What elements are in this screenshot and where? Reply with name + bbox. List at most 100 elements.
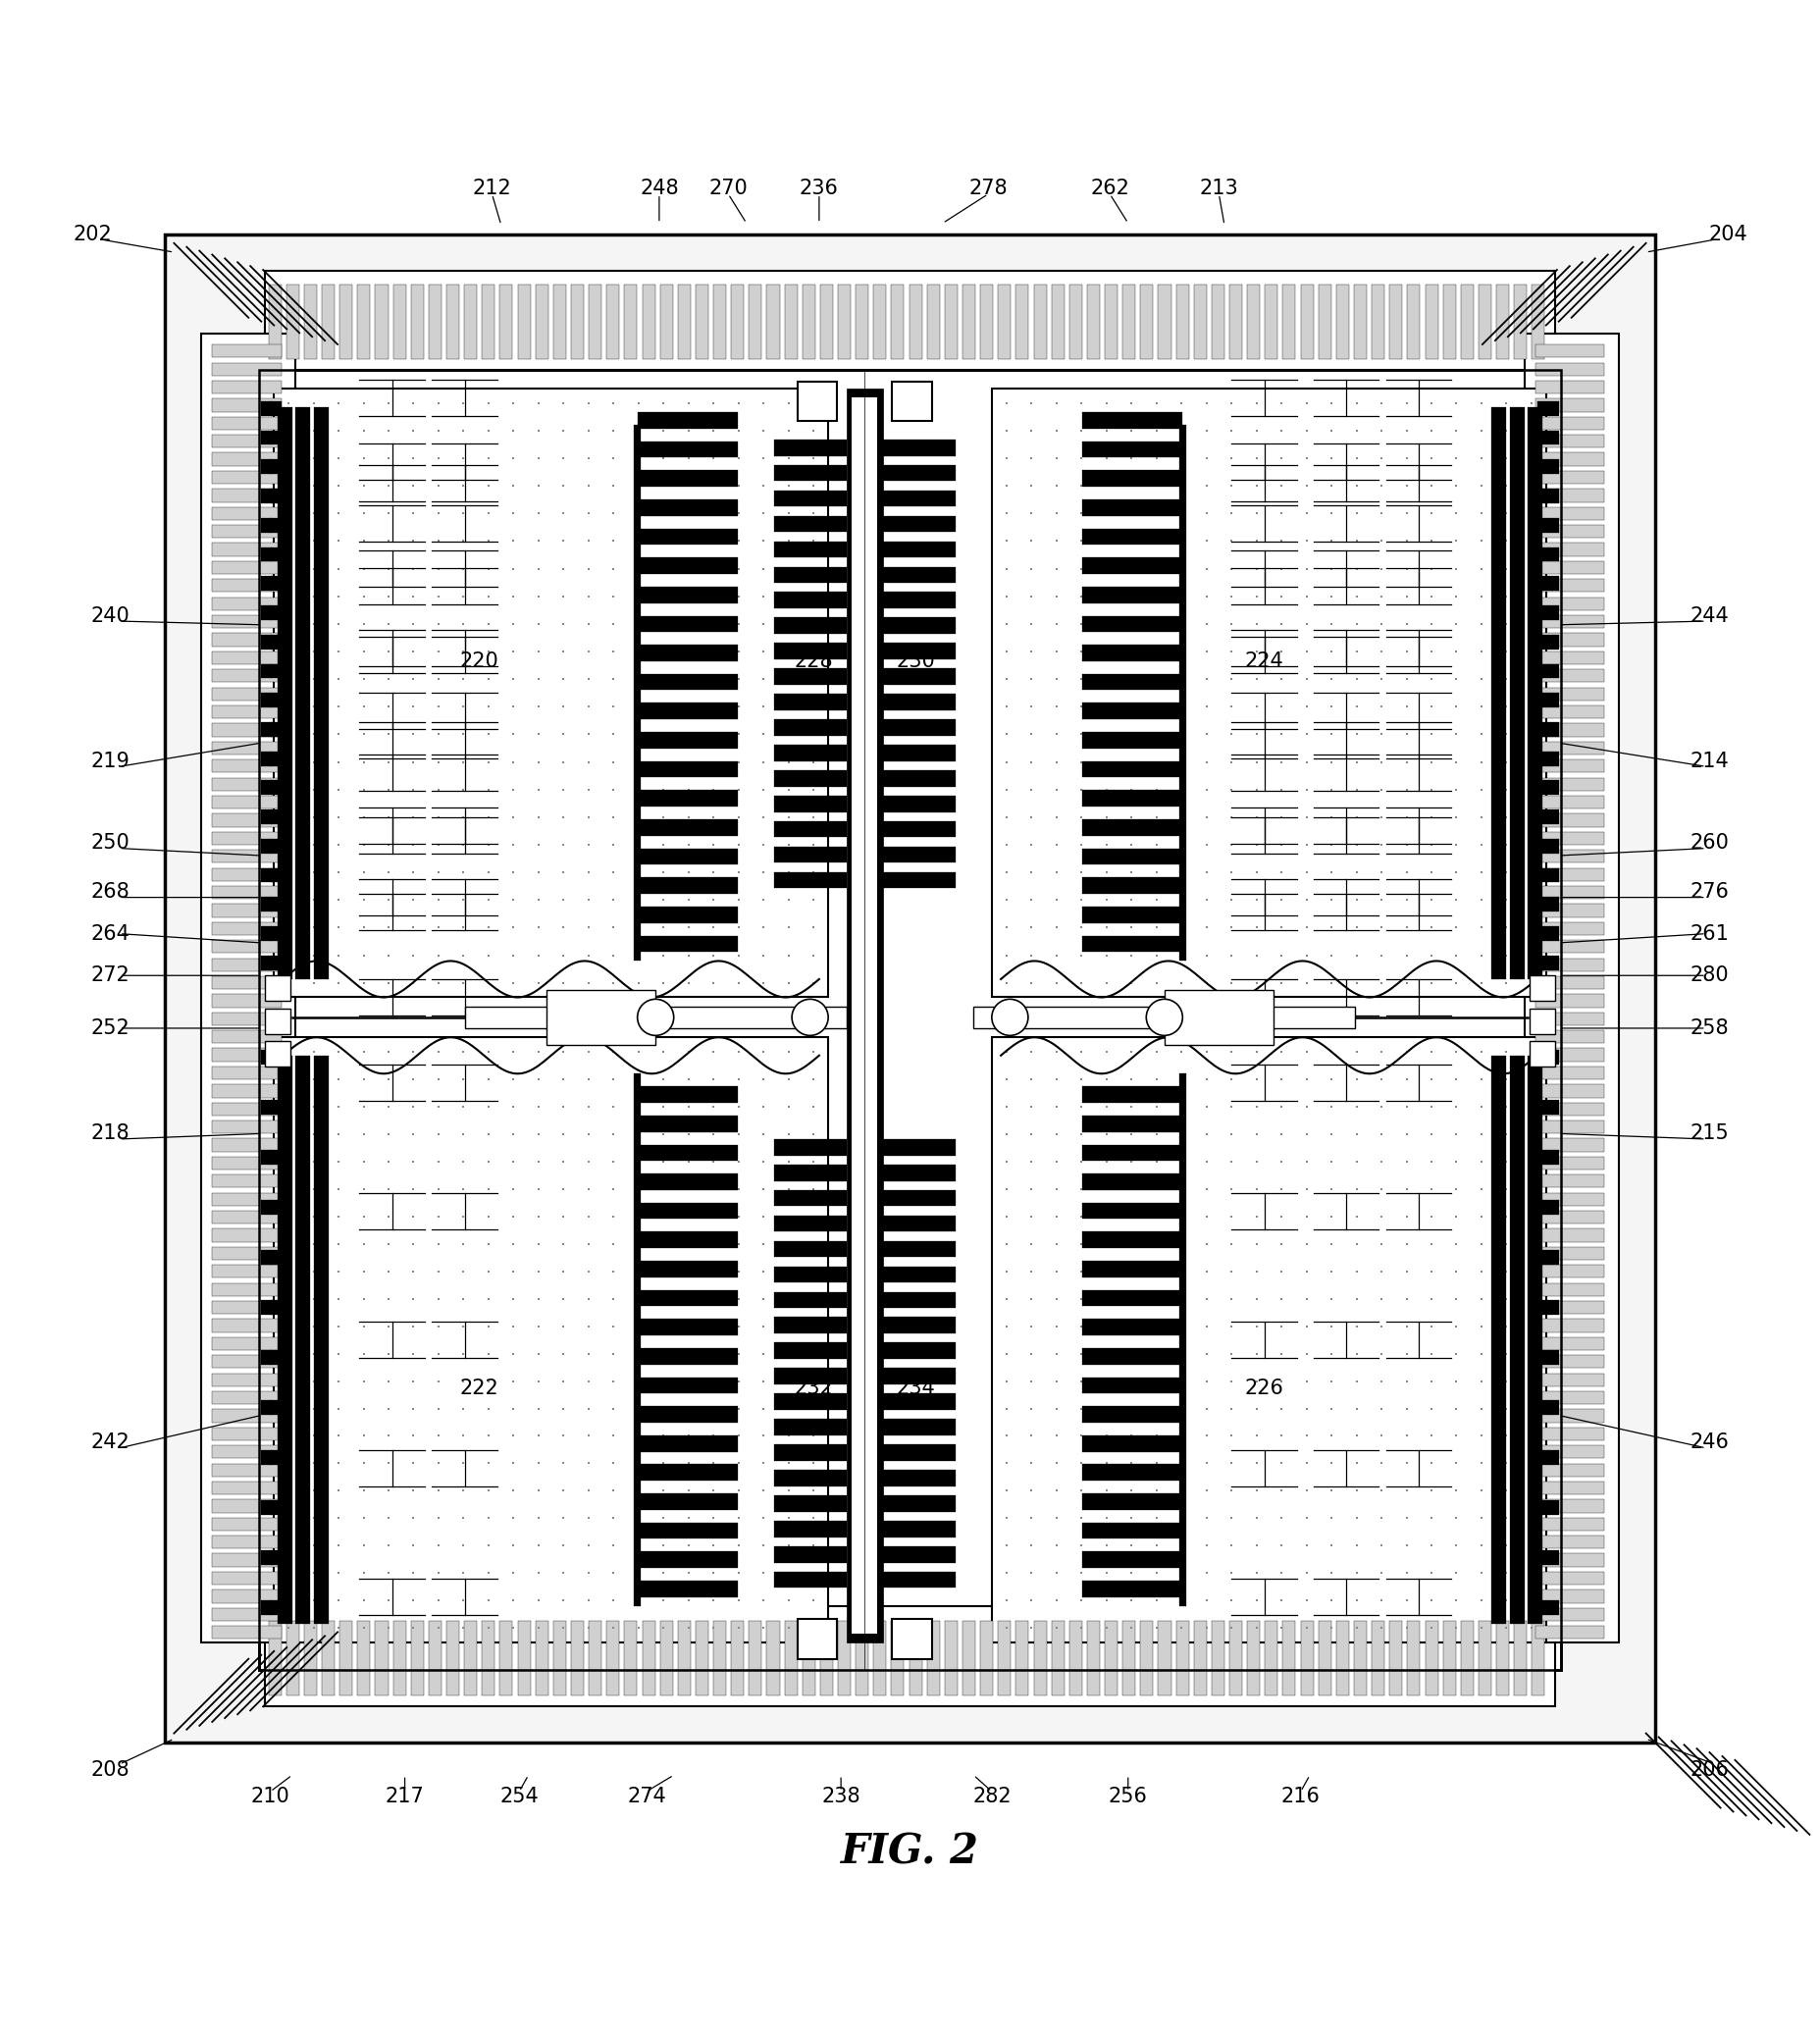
Text: 242: 242 xyxy=(91,1432,129,1452)
Bar xyxy=(213,705,282,719)
Bar xyxy=(297,1056,309,1625)
Bar xyxy=(1547,1351,1558,1365)
Bar xyxy=(1547,751,1558,766)
Bar xyxy=(262,955,273,971)
Bar xyxy=(213,1302,282,1314)
Bar xyxy=(1534,849,1603,863)
Bar xyxy=(213,1121,282,1133)
Text: 230: 230 xyxy=(895,652,935,670)
Bar xyxy=(1083,703,1183,719)
Bar xyxy=(1087,284,1099,359)
Bar xyxy=(981,1621,994,1696)
Bar xyxy=(262,780,273,794)
Bar xyxy=(1372,1621,1385,1696)
Bar xyxy=(637,1145,737,1162)
Bar xyxy=(926,284,939,359)
Bar xyxy=(213,940,282,953)
Bar xyxy=(637,906,737,922)
Bar xyxy=(262,518,273,532)
Bar xyxy=(1547,780,1558,794)
Bar xyxy=(213,1210,282,1225)
Bar xyxy=(535,1621,548,1696)
Text: 258: 258 xyxy=(1691,1018,1729,1038)
Bar xyxy=(1083,1290,1183,1306)
Bar xyxy=(852,398,877,1633)
Bar xyxy=(213,1066,282,1078)
Bar xyxy=(213,1572,282,1584)
Bar xyxy=(1087,1621,1099,1696)
Bar xyxy=(1529,1042,1554,1066)
Bar xyxy=(1083,818,1183,835)
Bar xyxy=(883,617,956,634)
Bar xyxy=(637,1261,737,1277)
Bar xyxy=(732,284,744,359)
Bar xyxy=(213,652,282,664)
Bar xyxy=(1534,1572,1603,1584)
Bar xyxy=(213,380,282,394)
Bar xyxy=(1534,1609,1603,1621)
Bar xyxy=(1536,664,1547,678)
Bar xyxy=(821,284,834,359)
Text: 202: 202 xyxy=(73,223,111,244)
Bar xyxy=(1212,284,1225,359)
Bar xyxy=(213,364,282,376)
Bar xyxy=(883,644,956,660)
Bar xyxy=(213,561,282,575)
Bar xyxy=(1425,1621,1438,1696)
Bar xyxy=(1083,500,1183,516)
Bar xyxy=(910,1621,923,1696)
Bar xyxy=(262,431,273,445)
Bar xyxy=(1443,1621,1456,1696)
Bar xyxy=(213,760,282,772)
Bar xyxy=(501,1621,513,1696)
Text: FIG. 2: FIG. 2 xyxy=(841,1830,979,1873)
Bar xyxy=(637,1087,737,1103)
Bar xyxy=(774,1164,846,1180)
Bar xyxy=(1083,1464,1183,1481)
Bar xyxy=(1534,1210,1603,1225)
Bar xyxy=(213,886,282,900)
Bar xyxy=(661,284,673,359)
Bar xyxy=(661,1621,673,1696)
Bar xyxy=(446,284,459,359)
Bar xyxy=(637,1436,737,1452)
Bar xyxy=(1536,867,1547,883)
Bar xyxy=(637,849,737,865)
Bar xyxy=(1547,1050,1558,1064)
Bar xyxy=(637,1405,737,1422)
Bar xyxy=(271,489,282,504)
Bar xyxy=(1547,1150,1558,1164)
Bar xyxy=(784,1621,797,1696)
Bar xyxy=(883,1495,956,1511)
Text: 210: 210 xyxy=(251,1787,289,1808)
Bar xyxy=(1083,1349,1183,1365)
Bar xyxy=(637,1552,737,1568)
Bar xyxy=(430,284,442,359)
Bar xyxy=(1083,1115,1183,1131)
Bar xyxy=(883,1265,956,1284)
Bar xyxy=(1068,1621,1083,1696)
Bar xyxy=(1514,284,1527,359)
Bar xyxy=(1496,1621,1509,1696)
Bar xyxy=(213,398,282,412)
Bar xyxy=(1547,402,1558,416)
Bar xyxy=(892,1619,932,1659)
Bar xyxy=(213,1011,282,1026)
Bar xyxy=(1534,508,1603,520)
Bar xyxy=(313,406,328,979)
Bar xyxy=(1534,1464,1603,1477)
Text: 238: 238 xyxy=(821,1787,861,1808)
Bar xyxy=(883,1521,956,1537)
Bar xyxy=(1536,431,1547,445)
Bar xyxy=(1083,762,1183,778)
Bar xyxy=(1534,634,1603,646)
Bar xyxy=(1547,1450,1558,1464)
Bar xyxy=(1083,644,1183,662)
Text: 270: 270 xyxy=(708,179,748,199)
Bar xyxy=(883,1393,956,1410)
Bar xyxy=(1534,760,1603,772)
Bar xyxy=(553,1621,566,1696)
Bar xyxy=(774,489,846,506)
Bar xyxy=(262,459,273,473)
Bar xyxy=(1534,833,1603,845)
